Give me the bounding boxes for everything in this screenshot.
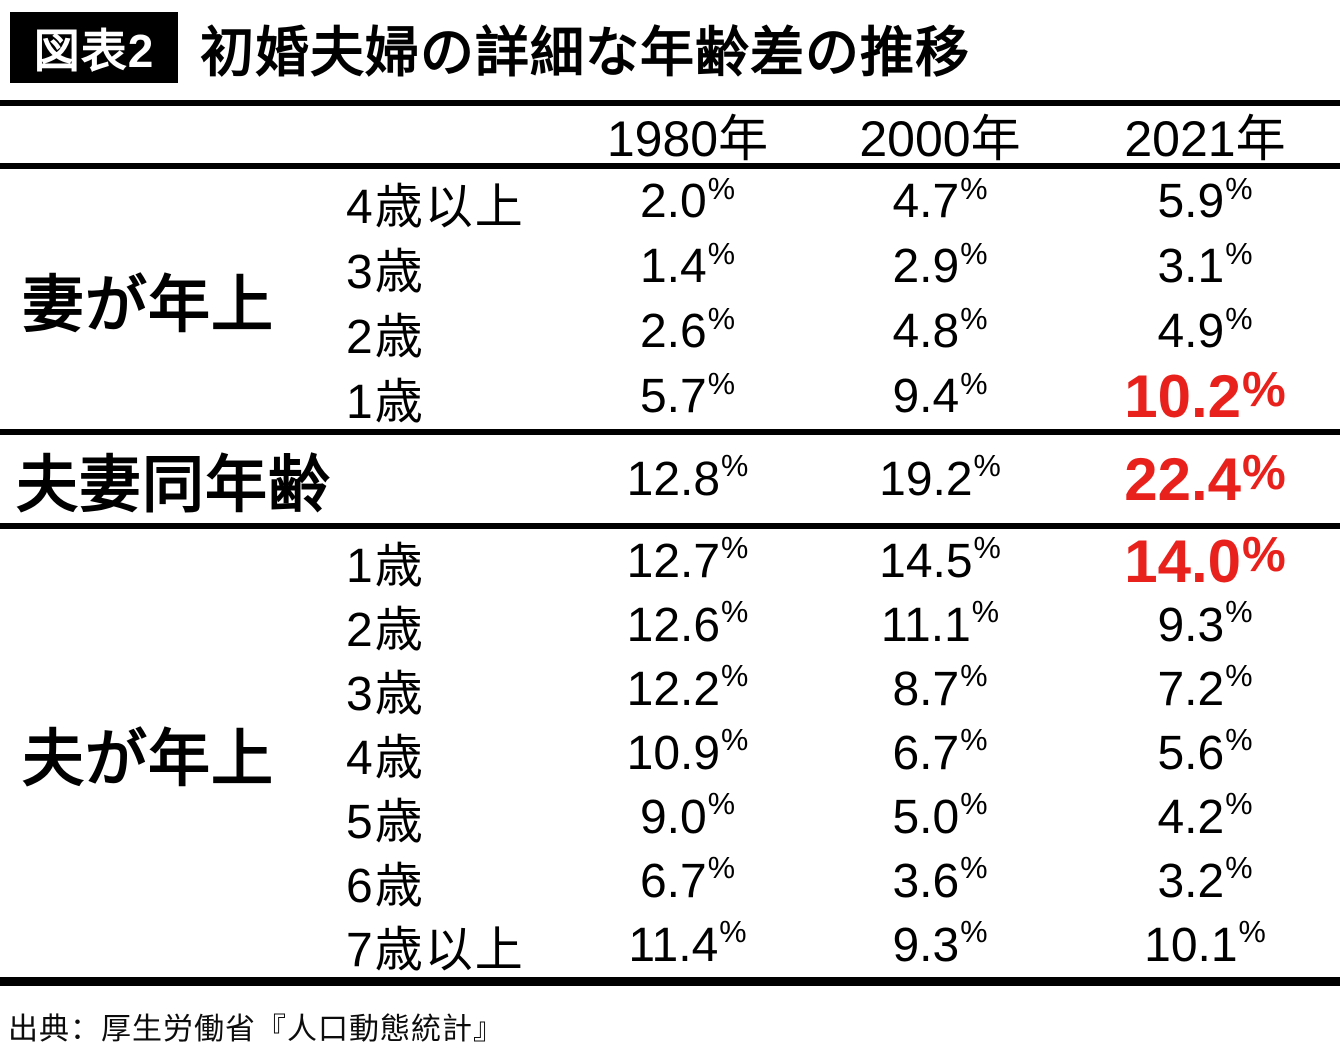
- value-1980: 1.4%: [639, 235, 736, 293]
- value-1980: 12.8%: [626, 448, 749, 506]
- value-2021: 4.9%: [1157, 300, 1253, 358]
- value-1980: 12.7%: [626, 530, 749, 588]
- value-2000: 9.3%: [892, 914, 988, 972]
- age-label: 3歳: [346, 245, 425, 299]
- group-wife-older: 妻が年上 4歳以上 2.0% 4.7% 5.9% 3歳 1.4% 2.9% 3.…: [0, 169, 1340, 435]
- value-2021: 5.6%: [1157, 722, 1253, 780]
- value-2021: 9.3%: [1157, 594, 1253, 652]
- value-2000: 19.2%: [879, 448, 1001, 506]
- value-2021: 3.2%: [1157, 850, 1253, 908]
- data-table: 1980年 2000年 2021年 妻が年上 4歳以上 2.0% 4.7% 5.…: [0, 100, 1340, 986]
- age-label: 2歳: [346, 604, 425, 657]
- age-label: 4歳以上: [346, 180, 525, 234]
- value-2000: 2.9%: [892, 235, 988, 293]
- age-label: 1歳: [346, 540, 425, 593]
- value-2021: 4.2%: [1157, 786, 1253, 844]
- value-1980: 12.6%: [626, 594, 749, 652]
- age-label: 2歳: [346, 310, 425, 364]
- group-label-husband-older: 夫が年上: [22, 725, 275, 794]
- value-1980: 11.4%: [628, 914, 747, 972]
- value-2000: 4.8%: [892, 300, 988, 358]
- age-label: 1歳: [346, 375, 425, 429]
- value-2000: 4.7%: [892, 170, 988, 228]
- value-1980: 12.2%: [626, 658, 749, 716]
- source-note: 出典：厚生労働省『人口動態統計』: [8, 1013, 504, 1046]
- value-1980: 10.9%: [626, 722, 749, 780]
- value-2000: 8.7%: [892, 658, 988, 716]
- value-2021: 10.1%: [1144, 914, 1266, 972]
- value-1980: 6.7%: [639, 850, 736, 908]
- age-label: 7歳以上: [346, 924, 525, 977]
- value-2000: 9.4%: [892, 365, 988, 423]
- value-2021-highlighted: 14.0%: [1124, 526, 1286, 595]
- value-1980: 2.0%: [639, 170, 736, 228]
- value-2000: 6.7%: [892, 722, 988, 780]
- column-header-2000: 2000年: [859, 110, 1021, 167]
- group-label-wife-older: 妻が年上: [22, 271, 275, 340]
- value-2021: 3.1%: [1157, 235, 1253, 293]
- value-1980: 9.0%: [639, 786, 736, 844]
- value-1980: 5.7%: [639, 365, 736, 423]
- group-same-age: 夫妻同年齢 12.8% 19.2% 22.4%: [0, 435, 1340, 529]
- age-label-empty: [340, 435, 565, 523]
- age-label: 3歳: [346, 668, 425, 721]
- group-label-same-age: 夫妻同年齢: [16, 451, 332, 520]
- value-1980: 2.6%: [639, 300, 736, 358]
- age-label: 4歳: [346, 732, 425, 785]
- age-label: 6歳: [346, 860, 425, 913]
- figure-title-bar: 図表2 初婚夫婦の詳細な年齢差の推移: [10, 8, 970, 87]
- value-2021: 5.9%: [1157, 170, 1253, 228]
- column-header-1980: 1980年: [606, 110, 769, 167]
- value-2000: 11.1%: [880, 594, 1000, 652]
- age-label: 5歳: [346, 796, 425, 849]
- figure-number-badge: 図表2: [10, 12, 178, 83]
- value-2000: 3.6%: [892, 850, 988, 908]
- table-header-row: 1980年 2000年 2021年: [0, 100, 1340, 169]
- value-2021: 7.2%: [1157, 658, 1253, 716]
- group-husband-older: 夫が年上 1歳 12.7% 14.5% 14.0% 2歳 12.6% 11.1%…: [0, 526, 1340, 986]
- value-2000: 5.0%: [892, 786, 988, 844]
- value-2000: 14.5%: [879, 530, 1001, 588]
- value-2021-highlighted: 10.2%: [1124, 362, 1286, 430]
- column-header-2021: 2021年: [1124, 110, 1286, 167]
- figure-title: 初婚夫婦の詳細な年齢差の推移: [200, 23, 970, 83]
- value-2021-highlighted: 22.4%: [1124, 444, 1286, 513]
